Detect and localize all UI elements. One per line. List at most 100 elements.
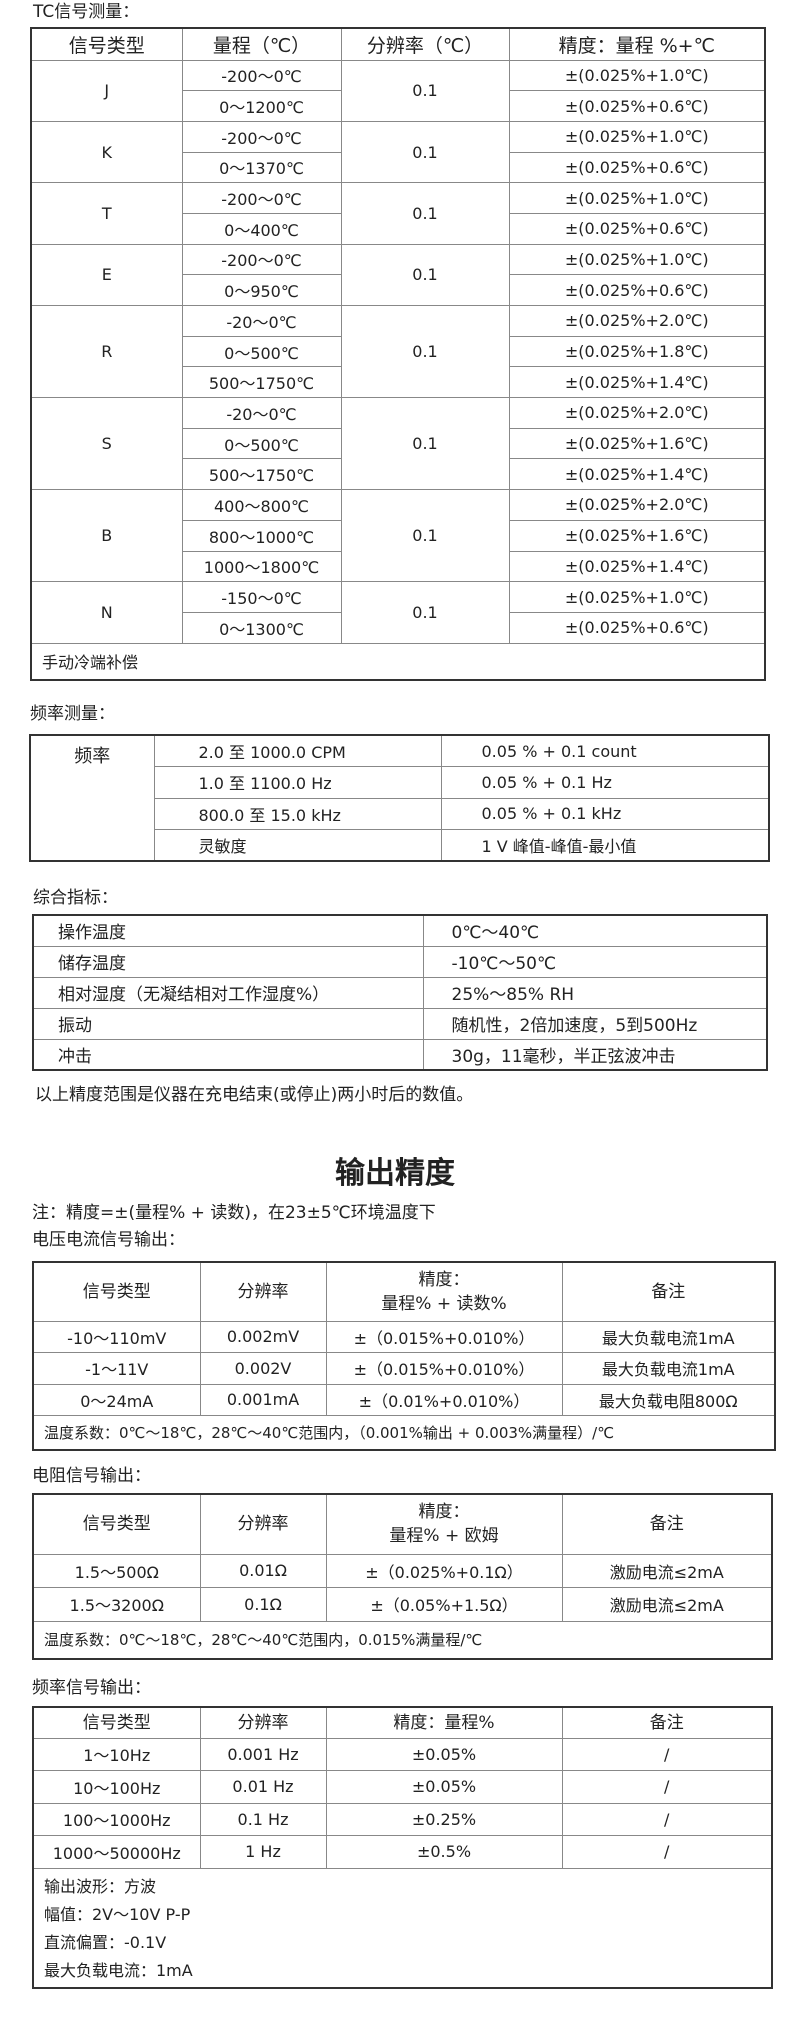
accuracy-cell: ±(0.025%+1.6℃) (508, 427, 766, 460)
output-specs: 输出波形：方波 幅值：2V～10V P-P 直流偏置：-0.1V 最大负载电流：1mA (32, 1867, 773, 1989)
resolution: 0.002mV (199, 1320, 327, 1353)
column-header: 备注 (561, 1261, 776, 1322)
signal-type: S (30, 397, 183, 491)
range-cell: 0～500℃ (181, 335, 342, 368)
range-cell: -200～0℃ (181, 182, 342, 214)
accuracy-cell: 0.05 % + 0.1 kHz (440, 797, 770, 830)
tc-section-title: TC信号测量： (33, 2, 140, 22)
signal-type: -1～11V (32, 1352, 201, 1385)
signal-type: J (30, 59, 183, 122)
signal-type: E (30, 243, 183, 307)
signal-type: 1.5～3200Ω (32, 1587, 201, 1622)
range-cell: 0～500℃ (181, 427, 342, 460)
resolution: 0.01 Hz (199, 1770, 327, 1804)
column-header: 精度： 量程% + 欧姆 (325, 1493, 563, 1555)
table-row: 10～100Hz 0.01 Hz ±0.05% / (32, 1770, 773, 1804)
accuracy-cell: ±(0.025%+1.4℃) (508, 458, 766, 491)
range-cell: -20～0℃ (181, 397, 342, 429)
column-header: 信号类型 (32, 1706, 201, 1739)
resolution: 0.1 (340, 397, 510, 491)
footer-row: 温度系数：0℃～18℃，28℃～40℃范围内，0.015%满量程/℃ (32, 1620, 773, 1660)
remark-cell: 激励电流≤2mA (561, 1587, 773, 1622)
temperature-coefficient: 温度系数：0℃～18℃，28℃～40℃范围内，0.015%满量程/℃ (32, 1620, 773, 1660)
range-cell: -150～0℃ (181, 581, 342, 613)
signal-type: T (30, 182, 183, 245)
range-cell: 0～1370℃ (181, 151, 342, 184)
resolution: 0.01Ω (199, 1553, 327, 1588)
freq-measure-table: 频率 2.0 至 1000.0 CPM 0.05 % + 0.1 count 1.0 … (29, 734, 770, 862)
table-row: 0～400℃ ±(0.025%+0.6℃) (31, 212, 766, 245)
table-row: B 400～800℃ 0.1 ±(0.025%+2.0℃) (30, 489, 766, 583)
accuracy-cell: ±(0.025%+1.0℃) (508, 581, 766, 613)
signal-type: 0～24mA (32, 1383, 201, 1416)
resolution: 0.1 (340, 120, 510, 184)
signal-type: K (30, 120, 183, 184)
accuracy-cell: ±(0.025%+2.0℃) (508, 305, 766, 337)
accuracy-cell: 0.05 % + 0.1 Hz (440, 766, 770, 799)
table-row: 操作温度 0℃～40℃ (32, 914, 768, 947)
table-row: 100～1000Hz 0.1 Hz ±0.25% / (32, 1802, 773, 1836)
spec-name: 操作温度 (32, 914, 424, 947)
range-cell: -200～0℃ (181, 120, 342, 153)
header-row: 信号类型 分辨率 精度：量程% 备注 (32, 1706, 773, 1739)
accuracy-cell: 1 V 峰值-峰值-最小值 (440, 829, 770, 862)
table-row: 500～1750℃ ±(0.025%+1.4℃) (31, 458, 766, 491)
range-cell: 1000～1800℃ (181, 550, 342, 583)
output-spec-line: 输出波形：方波 (44, 1876, 157, 1896)
spec-value: -10℃～50℃ (422, 945, 768, 978)
table-row: 0～500℃ ±(0.025%+1.6℃) (31, 427, 766, 460)
accuracy-cell: 0.05 % + 0.1 count (440, 734, 770, 767)
range-cell: 1.0 至 1100.0 Hz (153, 766, 442, 799)
resolution: 0.1 (340, 304, 510, 399)
accuracy-cell: ±0.05% (325, 1737, 563, 1771)
footer-row: 温度系数：0℃～18℃，28℃～40℃范围内，（0.001%输出 + 0.003… (32, 1415, 776, 1450)
table-row: 0～24mA 0.001mA ±（0.01%+0.010%） 最大负载电阻800Ω (32, 1383, 776, 1416)
signal-type: R (30, 304, 183, 399)
column-header: 备注 (561, 1706, 773, 1739)
accuracy-cell: ±(0.025%+1.0℃) (508, 243, 766, 276)
accuracy-cell: ±(0.025%+0.6℃) (508, 611, 766, 644)
column-header: 信号类型 (32, 1493, 201, 1555)
column-header: 精度：量程% (325, 1706, 563, 1739)
range-cell: 500～1750℃ (181, 458, 342, 491)
output-note: 注：精度=±(量程% + 读数)，在23±5℃环境温度下 (32, 1203, 436, 1223)
spec-name: 储存温度 (32, 945, 424, 978)
header-row: 信号类型 分辨率 精度： 量程% + 欧姆 备注 (32, 1493, 773, 1555)
table-row: 灵敏度 1 V 峰值-峰值-最小值 (30, 829, 770, 862)
table-row: 1～10Hz 0.001 Hz ±0.05% / (32, 1737, 773, 1771)
remark-cell: / (561, 1770, 773, 1804)
output-spec-line: 直流偏置：-0.1V (44, 1932, 167, 1952)
accuracy-cell: ±(0.025%+2.0℃) (508, 489, 766, 521)
table-row: T -200～0℃ 0.1 ±(0.025%+1.0℃) (30, 182, 766, 245)
accuracy-cell: ±（0.025%+0.1Ω） (325, 1553, 563, 1588)
freq-measure-title: 频率测量： (30, 704, 115, 724)
remark-cell: 最大负载电流1mA (561, 1352, 776, 1385)
temperature-coefficient: 温度系数：0℃～18℃，28℃～40℃范围内，（0.001%输出 + 0.003… (32, 1415, 776, 1450)
accuracy-cell: ±(0.025%+2.0℃) (508, 397, 766, 429)
remark-cell: 激励电流≤2mA (561, 1553, 773, 1588)
table-row: 1.5～500Ω 0.01Ω ±（0.025%+0.1Ω） 激励电流≤2mA (32, 1553, 773, 1588)
range-cell: 800～1000℃ (181, 519, 342, 552)
table-row: 0～1200℃ ±(0.025%+0.6℃) (31, 90, 766, 122)
resolution: 0.1 (340, 581, 510, 644)
signal-type: 1.5～500Ω (32, 1553, 201, 1588)
output-spec-line: 最大负载电流：1mA (44, 1960, 193, 1980)
range-cell: 0～1200℃ (181, 90, 342, 122)
table-row: 振动 随机性，2倍加速度，5到500Hz (32, 1007, 768, 1040)
signal-type: 1～10Hz (32, 1737, 201, 1771)
accuracy-cell: ±(0.025%+1.4℃) (508, 550, 766, 583)
range-cell: -200～0℃ (181, 59, 342, 92)
res-output-table: 信号类型 分辨率 精度： 量程% + 欧姆 备注 1.5～500Ω 0.01Ω ±（0.025… (32, 1493, 773, 1660)
column-header: 信号类型 (30, 27, 183, 61)
table-row: 1.0 至 1100.0 Hz 0.05 % + 0.1 Hz (30, 766, 770, 799)
table-row: 1000～50000Hz 1 Hz ±0.5% / (32, 1835, 773, 1869)
general-specs-table: 操作温度 0℃～40℃ 储存温度 -10℃～50℃ 相对湿度（无凝结相对工作湿度%） 25… (32, 914, 768, 1071)
accuracy-cell: ±(0.025%+0.6℃) (508, 151, 766, 184)
column-header: 分辨率（℃） (340, 27, 510, 61)
accuracy-cell: ±(0.025%+1.4℃) (508, 366, 766, 399)
accuracy-cell: ±0.25% (325, 1802, 563, 1836)
range-cell: 400～800℃ (181, 489, 342, 521)
table-row: 0～1370℃ ±(0.025%+0.6℃) (31, 151, 766, 184)
range-cell: 0～950℃ (181, 274, 342, 306)
table-row: 0～500℃ ±(0.025%+1.8℃) (31, 335, 766, 368)
